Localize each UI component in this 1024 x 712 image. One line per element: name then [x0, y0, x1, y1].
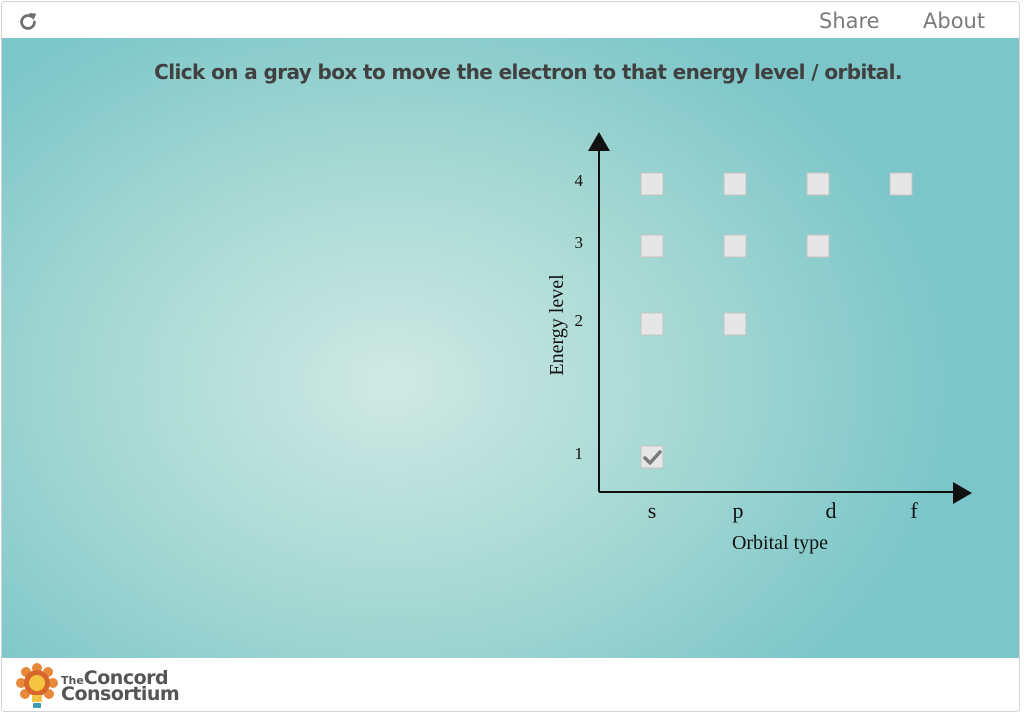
- orbital-box-square[interactable]: [640, 312, 664, 336]
- orbital-label-p: p: [733, 498, 744, 523]
- orbital-box-4s[interactable]: [640, 172, 664, 196]
- energy-level-diagram: Energy level Orbital type 1 2 3 4 s p d f: [546, 132, 972, 554]
- checkmark-icon: [643, 450, 662, 465]
- orbital-box-2p[interactable]: [723, 312, 747, 336]
- orbital-box-square[interactable]: [640, 445, 664, 469]
- orbital-box-3s[interactable]: [640, 234, 664, 258]
- orbital-box-4p[interactable]: [723, 172, 747, 196]
- orbital-box-square[interactable]: [723, 172, 747, 196]
- orbital-box-4f[interactable]: [889, 172, 913, 196]
- brand-line1: Concord: [83, 667, 169, 689]
- orbital-label-s: s: [648, 498, 657, 523]
- orbital-box-1s[interactable]: [640, 445, 664, 469]
- energy-level-label-1: 1: [575, 444, 584, 463]
- orbital-box-square[interactable]: [723, 312, 747, 336]
- reload-icon: [20, 12, 37, 30]
- instructions-text: Click on a gray box to move the electron…: [154, 60, 902, 84]
- orbital-label-d: d: [826, 498, 837, 523]
- orbital-box-square[interactable]: [640, 234, 664, 258]
- concord-consortium-logo: [16, 663, 58, 708]
- y-axis-label: Energy level: [546, 274, 568, 376]
- brand-line2: Consortium: [61, 683, 180, 705]
- energy-level-label-2: 2: [575, 311, 584, 330]
- x-axis-label: Orbital type: [732, 532, 828, 554]
- orbital-box-square[interactable]: [889, 172, 913, 196]
- orbital-box-4d[interactable]: [806, 172, 830, 196]
- x-axis-arrow-icon: [953, 482, 972, 504]
- footer-bar: TheConcord Consortium: [2, 658, 1019, 711]
- orbital-box-square[interactable]: [640, 172, 664, 196]
- orbital-box-3d[interactable]: [806, 234, 830, 258]
- about-link[interactable]: About: [923, 9, 986, 33]
- orbital-box-square[interactable]: [806, 234, 830, 258]
- top-bar: Share About: [2, 2, 1019, 38]
- share-link[interactable]: Share: [819, 9, 880, 33]
- orbital-box-3p[interactable]: [723, 234, 747, 258]
- reload-button[interactable]: [16, 10, 40, 34]
- orbital-box-2s[interactable]: [640, 312, 664, 336]
- concord-consortium-wordmark: TheConcord Consortium: [61, 667, 180, 705]
- simulation-area: Click on a gray box to move the electron…: [2, 38, 1019, 658]
- brand-small: The: [61, 674, 84, 687]
- orbital-box-square[interactable]: [806, 172, 830, 196]
- orbital-label-f: f: [910, 498, 918, 523]
- energy-level-label-4: 4: [575, 171, 584, 190]
- y-axis-arrow-icon: [588, 132, 610, 151]
- orbital-box-square[interactable]: [723, 234, 747, 258]
- energy-level-label-3: 3: [575, 233, 584, 252]
